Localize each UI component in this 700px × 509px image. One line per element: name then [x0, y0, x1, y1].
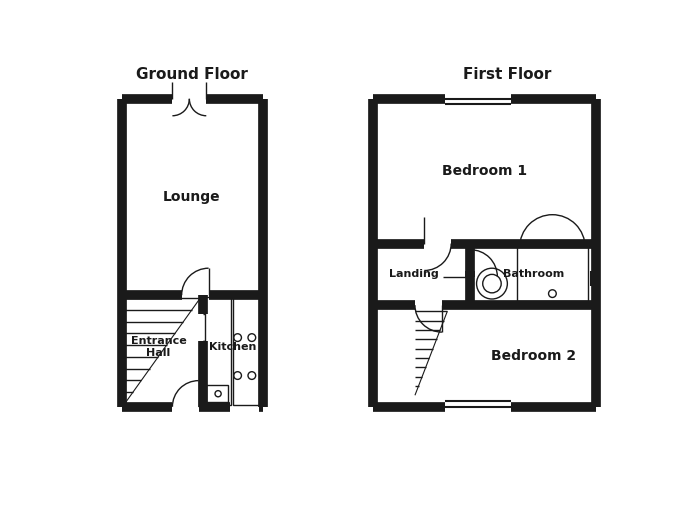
Text: Kitchen: Kitchen: [209, 342, 256, 352]
Text: Bedroom 1: Bedroom 1: [442, 164, 527, 178]
Bar: [206, 385, 228, 402]
Text: Bedroom 2: Bedroom 2: [491, 349, 575, 363]
Bar: [517, 247, 588, 301]
Text: Landing: Landing: [389, 269, 439, 279]
Text: First Floor: First Floor: [463, 67, 552, 82]
Text: Bathroom: Bathroom: [503, 269, 564, 279]
Text: Lounge: Lounge: [163, 190, 221, 204]
Bar: [233, 297, 261, 405]
Text: Ground Floor: Ground Floor: [136, 67, 248, 82]
Text: Entrance
Hall: Entrance Hall: [131, 336, 186, 358]
Bar: [204, 297, 232, 405]
